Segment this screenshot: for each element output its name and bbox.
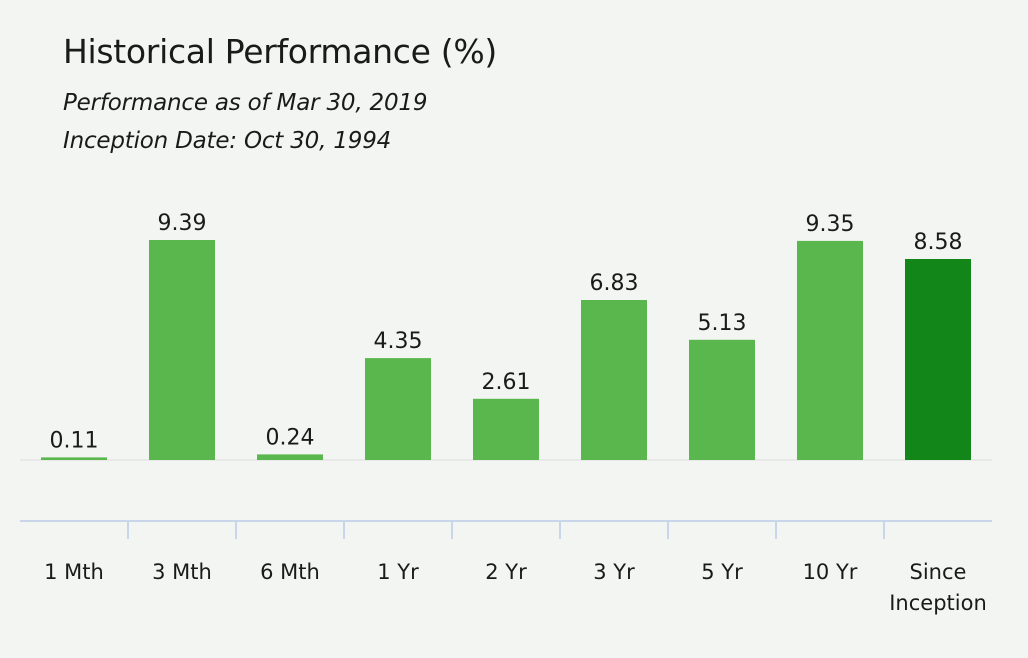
bar-10-yr (797, 240, 863, 460)
value-label: 0.11 (50, 428, 99, 453)
bar-3-yr (581, 300, 647, 460)
value-label: 6.83 (590, 271, 639, 296)
value-label: 9.39 (158, 211, 207, 236)
bar-6-mth (257, 454, 323, 460)
value-label: 8.58 (914, 230, 963, 255)
bar-3-mth (149, 240, 215, 460)
category-label: 1 Mth (44, 560, 104, 584)
bar-1-yr (365, 358, 431, 460)
bar-since-inception (905, 259, 971, 460)
value-label: 4.35 (374, 329, 423, 354)
x-axis-ticks (127, 521, 885, 539)
bars-group (41, 240, 971, 460)
bar-1-mth (41, 457, 107, 460)
category-label: 3 Mth (152, 560, 212, 584)
category-label: 1 Yr (377, 560, 419, 584)
value-label: 0.24 (266, 425, 315, 450)
category-labels-group: 1 Mth 3 Mth 6 Mth 1 Yr 2 Yr 3 Yr 5 Yr 10 Yr Sinc… (44, 560, 987, 615)
bar-5-yr (689, 339, 755, 460)
category-label: 5 Yr (701, 560, 743, 584)
category-label: 6 Mth (260, 560, 320, 584)
inception-date: Inception Date: Oct 30, 1994 (63, 128, 392, 154)
performance-date: Performance as of Mar 30, 2019 (63, 90, 428, 116)
category-label: 2 Yr (485, 560, 527, 584)
category-label: 10 Yr (803, 560, 858, 584)
value-label: 2.61 (482, 370, 531, 395)
chart-title: Historical Performance (%) (63, 32, 497, 71)
bar-2-yr (473, 398, 539, 460)
value-label: 5.13 (698, 311, 747, 336)
category-label: 3 Yr (593, 560, 635, 584)
category-label: Since Inception (889, 560, 987, 615)
value-label: 9.35 (806, 212, 855, 237)
value-labels-group: 0.11 9.39 0.24 4.35 2.61 6.83 5.13 9.35 8.58 (50, 211, 963, 453)
